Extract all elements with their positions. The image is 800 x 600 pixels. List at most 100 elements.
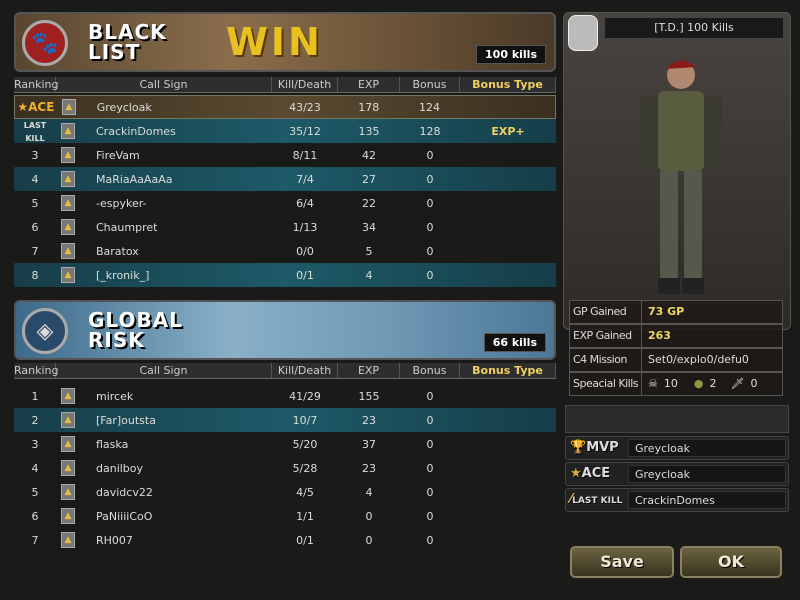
rank-insignia-icon: ▲ (61, 243, 75, 259)
rank-insignia-icon: ▲ (61, 123, 75, 139)
call-sign: danilboy (96, 461, 144, 475)
grenade-icon: ● (693, 377, 704, 390)
ace-star-icon: ★ACE (17, 100, 55, 114)
player-name: [T.D.] 100 Kills (604, 17, 784, 39)
save-button[interactable]: Save (570, 546, 674, 578)
player-row[interactable]: 3 ▲ flaska 5/20 37 0 (14, 432, 556, 456)
rank: 5 (31, 485, 39, 499)
player-row[interactable]: 5 ▲ davidcv22 4/5 4 0 (14, 480, 556, 504)
dogtag-icon (568, 15, 598, 51)
kill-death: 1/1 (296, 509, 314, 523)
rank-insignia-icon: ▲ (61, 508, 75, 524)
call-sign: Chaumpret (96, 220, 158, 234)
knife-kills: 0 (750, 377, 758, 390)
player-row[interactable]: 4 ▲ danilboy 5/28 23 0 (14, 456, 556, 480)
player-row[interactable]: 5 ▲ -espyker- 6/4 22 0 (14, 191, 556, 215)
player-card: [T.D.] 100 Kills (563, 12, 791, 330)
rank: 7 (31, 533, 39, 547)
bonus: 124 (418, 100, 440, 114)
exp: 42 (362, 148, 376, 162)
bonus: 0 (426, 172, 434, 186)
player-row[interactable]: 3 ▲ FireVam 8/11 42 0 (14, 143, 556, 167)
stat-value: 73 GP (648, 305, 685, 318)
bonus: 0 (426, 244, 434, 258)
call-sign: CrackinDomes (96, 124, 176, 138)
player-row[interactable]: 1 ▲ mircek 41/29 155 0 (14, 384, 556, 408)
call-sign: Baratox (96, 244, 139, 258)
global-risk-emblem-icon: ◈ (22, 308, 68, 354)
column-header: Kill/Death (272, 363, 338, 378)
call-sign: [Far]outsta (96, 413, 156, 427)
kill-death: 5/20 (292, 437, 318, 451)
special-kills-row: Speacial Kills ☠ 10 ● 2 🗡 0 (569, 372, 783, 396)
player-row[interactable]: 2 ▲ [Far]outsta 10/7 23 0 (14, 408, 556, 432)
player-row[interactable]: LAST KILL ▲ CrackinDomes 35/12 135 128 EX… (14, 119, 556, 143)
stat-value: Set0/explo0/defu0 (648, 353, 749, 366)
award-label: ACE (581, 466, 611, 481)
bonus: 0 (426, 485, 434, 499)
player-row[interactable]: 7 ▲ Baratox 0/0 5 0 (14, 239, 556, 263)
award-label: MVP (586, 440, 619, 455)
exp: 4 (365, 268, 373, 282)
call-sign: -espyker- (96, 196, 147, 210)
rank: 3 (31, 148, 39, 162)
call-sign: Greycloak (96, 100, 152, 114)
stat-value: 263 (648, 329, 671, 342)
kill-death: 41/29 (289, 389, 321, 403)
player-row[interactable]: 4 ▲ MaRiaAaAaAa 7/4 27 0 (14, 167, 556, 191)
exp: 37 (362, 437, 376, 451)
rank: 4 (31, 461, 39, 475)
bonus: 0 (426, 148, 434, 162)
player-row[interactable]: 6 ▲ PaNiiiiCoO 1/1 0 0 (14, 504, 556, 528)
column-header: Bonus (400, 363, 460, 378)
black-list-table-header: Ranking Call Sign Kill/Death EXP Bonus Bonus … (14, 77, 556, 93)
player-row[interactable]: ★ACE ▲ Greycloak 43/23 178 124 (14, 95, 556, 119)
rank: 8 (31, 268, 39, 282)
panther-emblem-icon: 🐾 (22, 20, 68, 66)
bonus: 0 (426, 220, 434, 234)
player-row[interactable]: 7 ▲ RH007 0/1 0 0 (14, 528, 556, 552)
black-list-header: 🐾 BLACK LIST WIN 100 kills (14, 12, 556, 72)
award-player: CrackinDomes (628, 491, 786, 509)
exp: 4 (365, 485, 373, 499)
bonus: 128 (419, 124, 441, 138)
award-ace: ★ACE Greycloak (565, 462, 789, 486)
rank: 7 (31, 244, 39, 258)
knife-icon: 🗡 (730, 377, 745, 390)
bonus: 0 (426, 196, 434, 210)
exp: 178 (358, 100, 380, 114)
rank-insignia-icon: ▲ (61, 532, 75, 548)
kill-death: 6/4 (296, 196, 314, 210)
exp: 0 (365, 533, 373, 547)
bonus: 0 (426, 268, 434, 282)
kill-death: 0/1 (296, 533, 314, 547)
award-label: LAST KILL (572, 496, 623, 506)
last-kill-icon: LAST KILL (23, 121, 47, 143)
rank: 4 (31, 172, 39, 186)
call-sign: PaNiiiiCoO (96, 509, 153, 523)
column-header: Call Sign (56, 363, 272, 378)
bullet-icon: ⁄ (570, 492, 573, 507)
team-name: GLOBAL RISK (88, 308, 183, 352)
call-sign: mircek (96, 389, 134, 403)
rank-insignia-icon: ▲ (61, 171, 75, 187)
player-row[interactable]: 6 ▲ Chaumpret 1/13 34 0 (14, 215, 556, 239)
skull-icon: ☠ (648, 377, 658, 390)
call-sign: flaska (96, 437, 129, 451)
stat-row: C4 Mission Set0/explo0/defu0 (569, 348, 783, 372)
exp: 155 (358, 389, 380, 403)
stat-label: GP Gained (570, 301, 642, 323)
bonus: 0 (426, 437, 434, 451)
award-player: Greycloak (628, 465, 786, 483)
exp: 135 (358, 124, 380, 138)
player-row[interactable]: 8 ▲ [_kronik_] 0/1 4 0 (14, 263, 556, 287)
stat-label: EXP Gained (570, 325, 642, 347)
kill-death: 4/5 (296, 485, 314, 499)
team-name: BLACK LIST (88, 20, 167, 64)
award-player: Greycloak (628, 439, 786, 457)
rank-insignia-icon: ▲ (61, 147, 75, 163)
bonus: 0 (426, 389, 434, 403)
ok-button[interactable]: OK (680, 546, 782, 578)
win-label: WIN (226, 20, 323, 64)
column-header: Call Sign (56, 77, 272, 92)
